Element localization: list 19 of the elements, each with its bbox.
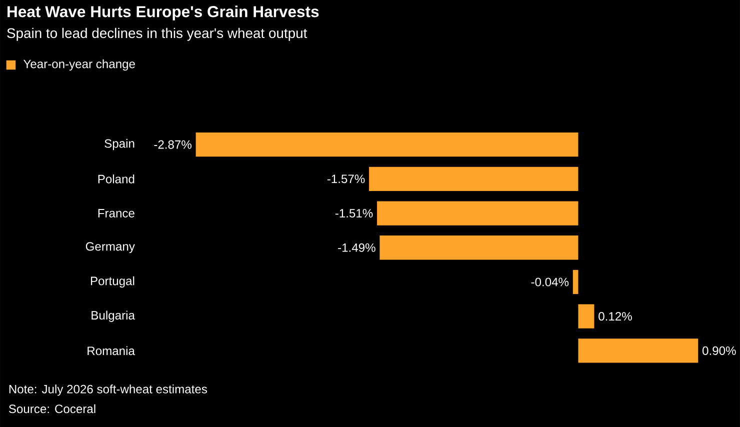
data-label: -0.04% bbox=[531, 278, 569, 286]
y-tick-label: Bulgaria bbox=[92, 310, 135, 322]
data-label: -2.87% bbox=[154, 140, 192, 149]
data-label: 0.90% bbox=[702, 346, 736, 355]
y-tick-label: Poland bbox=[98, 174, 134, 184]
data-label: -1.49% bbox=[338, 243, 376, 252]
y-tick-label: Romania bbox=[88, 346, 135, 355]
source-note: Source: Coceral bbox=[8, 404, 96, 414]
legend-label: Year-on-year change bbox=[23, 59, 135, 70]
chart-title: Heat Wave Hurts Europe's Grain Harvests bbox=[8, 6, 319, 20]
y-tick-label: France bbox=[98, 208, 134, 218]
y-tick-label: Germany bbox=[86, 242, 135, 253]
data-label: -1.57% bbox=[327, 174, 365, 184]
y-tick-label: Spain bbox=[104, 138, 134, 150]
text: Note: July 2026 soft-wheat estimates bbox=[9, 384, 208, 396]
data-label: -1.51% bbox=[335, 208, 373, 218]
y-tick-label: Portugal bbox=[90, 276, 134, 288]
chart-subtitle: Spain to lead declines in this year's wheat output bbox=[7, 28, 308, 41]
data-label: 0.12% bbox=[598, 312, 632, 320]
